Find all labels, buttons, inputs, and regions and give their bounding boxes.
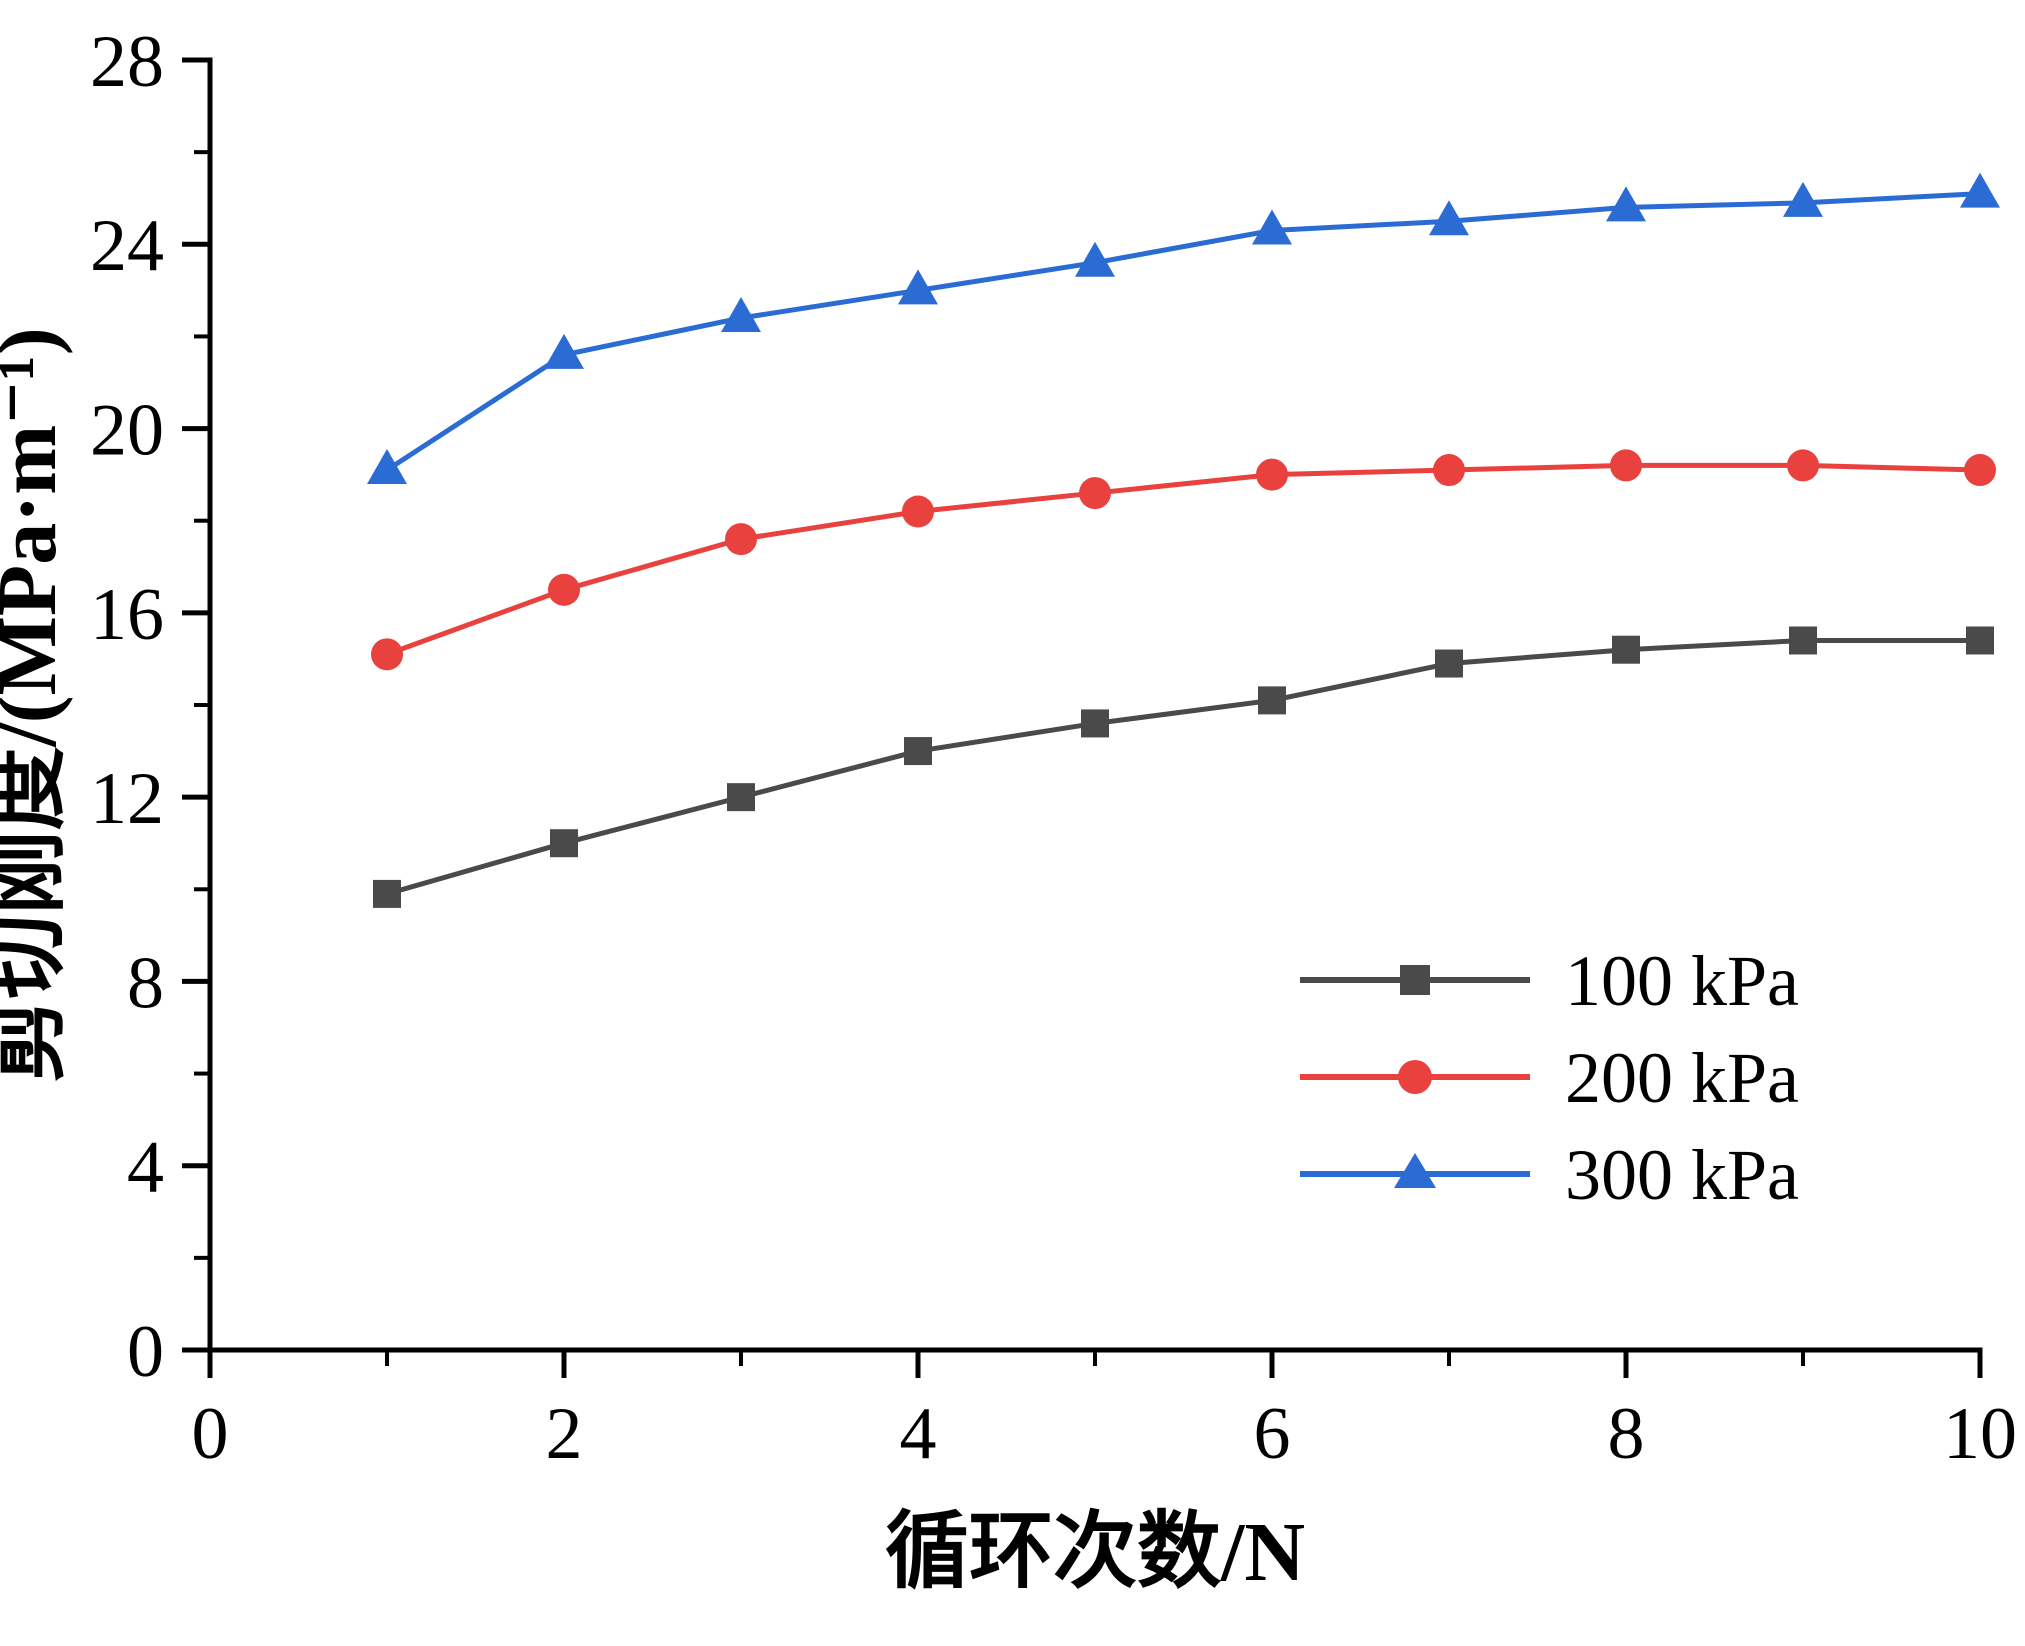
legend-entry-100kpa: 100 kPa: [1300, 941, 1799, 1021]
square-marker-icon: [1081, 709, 1109, 738]
y-tick-label: 12: [90, 758, 164, 840]
circle-marker-icon: [1964, 454, 1996, 487]
triangle-marker-icon: [1252, 209, 1292, 245]
y-tick-label: 24: [90, 205, 164, 287]
square-marker-icon: [1789, 626, 1817, 655]
square-marker-icon: [1435, 649, 1463, 678]
triangle-marker-icon: [1960, 172, 2000, 208]
y-tick-label: 4: [127, 1127, 164, 1209]
triangle-marker-icon: [1606, 186, 1646, 222]
series-line-100-kpa: [386, 638, 1980, 897]
x-axis-label: 循环次数/N: [885, 1506, 1305, 1599]
triangle-marker-icon: [1783, 181, 1823, 217]
legend-entry-300kpa: 300 kPa: [1300, 1135, 1799, 1215]
x-tick-label: 10: [1943, 1393, 2017, 1475]
circle-marker-icon: [1433, 454, 1465, 487]
square-marker-icon: [550, 829, 578, 858]
square-marker-icon: [727, 783, 755, 812]
square-marker-icon: [904, 737, 932, 766]
series-line-300-kpa: [385, 191, 1981, 473]
x-tick-label: 2: [546, 1393, 583, 1475]
legend: 100 kPa 200 kPa 300 kPa: [1300, 941, 1799, 1215]
triangle-marker-icon: [367, 449, 407, 485]
y-tick-label: 0: [127, 1311, 164, 1393]
x-tick-label: 0: [192, 1393, 229, 1475]
triangle-marker-icon: [1394, 1153, 1436, 1188]
circle-marker-icon: [725, 523, 757, 556]
circle-marker-icon: [548, 573, 580, 606]
triangle-marker-icon: [544, 333, 584, 369]
x-tick-label: 6: [1254, 1393, 1291, 1475]
square-marker-icon: [373, 879, 401, 908]
legend-label: 200 kPa: [1565, 1038, 1799, 1118]
square-marker-icon: [1258, 686, 1286, 715]
y-tick-label: 20: [90, 389, 164, 471]
circle-marker-icon: [1079, 477, 1111, 510]
y-tick-label: 8: [127, 942, 164, 1024]
legend-label: 100 kPa: [1565, 941, 1799, 1021]
square-marker-icon: [1400, 965, 1430, 995]
x-tick-label: 4: [900, 1393, 937, 1475]
circle-marker-icon: [1398, 1060, 1432, 1094]
triangle-marker-icon: [898, 269, 938, 305]
y-axis-label: 剪切刚度/(MPa·m⁻¹): [0, 327, 74, 1082]
circle-marker-icon: [371, 638, 403, 671]
legend-entry-200kpa: 200 kPa: [1300, 1038, 1799, 1118]
square-marker-icon: [1966, 626, 1994, 655]
triangle-marker-icon: [1075, 241, 1115, 277]
circle-marker-icon: [1787, 449, 1819, 482]
series-line-200-kpa: [386, 462, 1981, 657]
y-tick-label: 28: [90, 21, 164, 103]
circle-marker-icon: [902, 495, 934, 528]
triangle-marker-icon: [1429, 200, 1469, 236]
legend-label: 300 kPa: [1565, 1135, 1799, 1215]
circle-marker-icon: [1610, 449, 1642, 482]
x-tick-label: 8: [1608, 1393, 1645, 1475]
y-tick-label: 16: [90, 574, 164, 656]
triangle-marker-icon: [721, 297, 761, 332]
square-marker-icon: [1612, 635, 1640, 664]
circle-marker-icon: [1256, 458, 1288, 491]
